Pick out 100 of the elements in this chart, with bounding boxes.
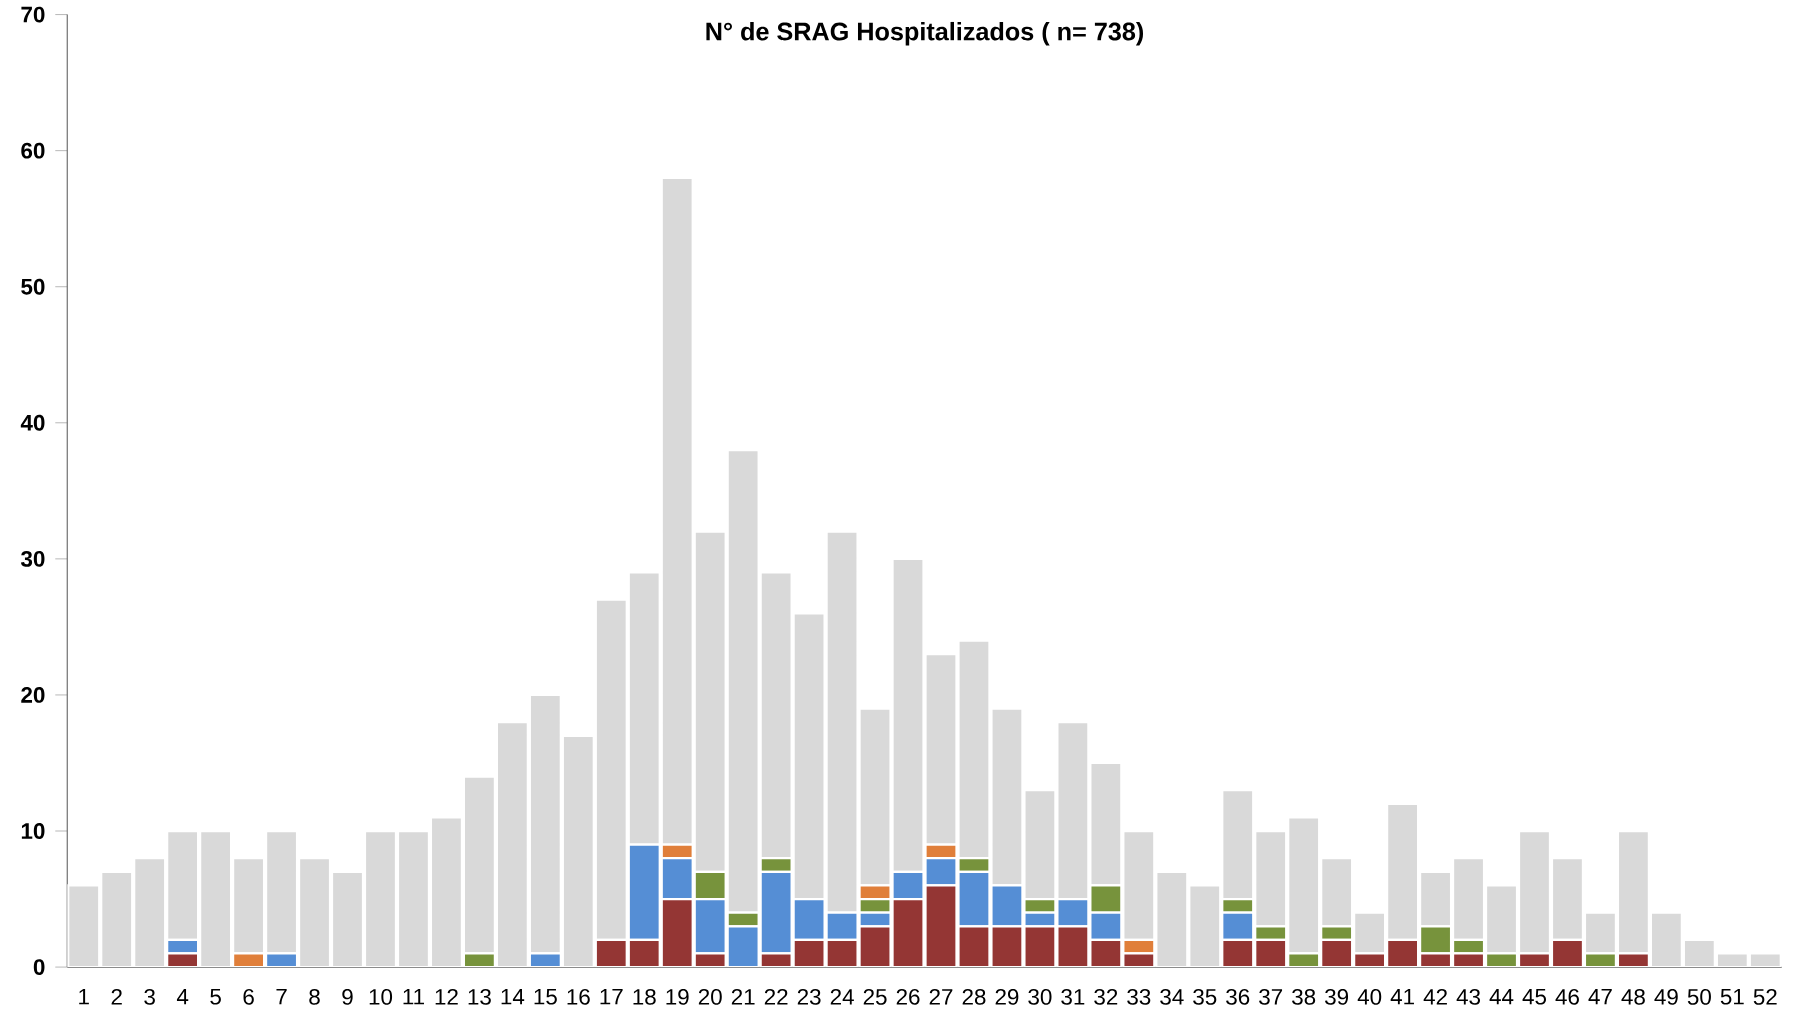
x-tick-label: 34	[1160, 988, 1184, 1005]
x-tick-label: 38	[1292, 988, 1316, 1005]
y-tick-label: 60	[21, 142, 45, 159]
bar	[199, 829, 233, 968]
x-tick-label: 14	[501, 988, 525, 1005]
bar	[1320, 857, 1354, 928]
bar	[561, 734, 595, 968]
x-tick-label: 31	[1061, 988, 1085, 1005]
bar	[1287, 816, 1321, 955]
x-tick-label: 7	[276, 988, 287, 1005]
x-tick-label: 9	[342, 988, 353, 1005]
bar	[1221, 789, 1255, 901]
bar	[594, 598, 628, 942]
y-tick-label: 0	[33, 959, 45, 976]
bar	[100, 870, 134, 968]
bar	[363, 829, 398, 968]
y-tick-label: 30	[20, 550, 45, 567]
bar	[825, 530, 859, 914]
x-tick-label: 10	[369, 988, 393, 1005]
x-tick-label: 2	[111, 988, 122, 1005]
bar	[759, 870, 793, 955]
x-tick-label: 19	[666, 988, 689, 1005]
x-tick-label: 26	[896, 988, 920, 1005]
x-tick-label: 40	[1357, 988, 1382, 1005]
x-tick-label: 33	[1127, 988, 1151, 1005]
x-tick-label: 15	[534, 988, 557, 1005]
x-tick-label: 29	[995, 988, 1019, 1005]
x-tick-label: 36	[1226, 988, 1250, 1005]
x-tick-label: 44	[1489, 988, 1514, 1005]
bar	[1155, 870, 1189, 968]
x-tick-label: 3	[144, 988, 155, 1005]
bar	[726, 448, 760, 914]
y-tick-label: 70	[21, 6, 45, 23]
y-tick-label: 40	[20, 414, 45, 431]
x-tick-label: 18	[633, 988, 656, 1005]
x-tick-label: 24	[830, 988, 854, 1005]
x-tick-label: 37	[1259, 988, 1283, 1005]
x-tick-label: 28	[962, 988, 986, 1005]
x-tick-label: 30	[1028, 988, 1052, 1005]
chart-title: N° de SRAG Hospitalizados ( n= 738)	[706, 21, 1144, 46]
x-tick-label: 17	[600, 988, 623, 1005]
x-tick-label: 51	[1720, 988, 1744, 1005]
x-tick-label: 21	[731, 988, 755, 1005]
bar	[1517, 829, 1552, 955]
bar	[1616, 829, 1651, 955]
x-tick-label: 22	[764, 988, 788, 1005]
x-tick-label: 11	[403, 988, 424, 1005]
bar	[1550, 857, 1585, 942]
y-tick-label: 20	[21, 687, 45, 703]
x-tick-label: 16	[567, 988, 590, 1005]
bar	[660, 176, 694, 846]
bar	[133, 857, 167, 968]
bar	[495, 721, 529, 968]
x-tick-label: 41	[1390, 988, 1414, 1005]
x-tick-label: 42	[1423, 988, 1447, 1005]
x-tick-label: 12	[435, 988, 458, 1005]
bar	[1385, 802, 1420, 942]
x-tick-label: 39	[1325, 988, 1349, 1005]
bar	[166, 829, 200, 942]
x-tick-label: 13	[468, 988, 491, 1005]
bar	[396, 829, 431, 968]
x-tick-label: 1	[79, 988, 89, 1005]
x-tick-label: 8	[309, 988, 320, 1005]
x-tick-label: 49	[1654, 988, 1678, 1005]
x-tick-label: 5	[210, 988, 221, 1005]
bar	[759, 571, 793, 860]
bar	[462, 775, 497, 955]
bar	[264, 829, 299, 955]
y-tick-label: 50	[21, 278, 45, 295]
bar	[1188, 884, 1222, 968]
x-tick-label: 27	[929, 988, 953, 1005]
y-tick-label: 10	[21, 823, 45, 839]
x-tick-label: 20	[698, 988, 722, 1005]
bar	[330, 870, 365, 968]
bar	[297, 857, 332, 968]
x-tick-label: 4	[176, 988, 189, 1005]
x-tick-label: 25	[863, 988, 887, 1005]
x-tick-label: 45	[1522, 988, 1546, 1005]
bar	[1254, 829, 1288, 928]
bar	[67, 884, 101, 968]
x-tick-label: 46	[1555, 988, 1579, 1005]
x-tick-label: 43	[1456, 988, 1481, 1005]
bar	[891, 557, 925, 873]
bar	[627, 843, 661, 942]
bar	[1089, 761, 1123, 887]
x-tick-label: 6	[243, 988, 254, 1005]
x-tick-label: 32	[1094, 988, 1118, 1005]
bar	[627, 571, 661, 846]
bar	[693, 530, 727, 873]
bar	[231, 857, 266, 955]
x-tick-label: 23	[797, 988, 821, 1005]
x-tick-label: 52	[1753, 988, 1777, 1005]
bar	[1122, 829, 1156, 942]
bar	[792, 612, 826, 901]
x-tick-label: 48	[1621, 988, 1645, 1005]
bar	[528, 693, 562, 955]
bar	[429, 816, 464, 968]
x-tick-label: 47	[1588, 988, 1612, 1005]
bar	[1451, 857, 1486, 942]
x-tick-label: 50	[1687, 988, 1711, 1005]
